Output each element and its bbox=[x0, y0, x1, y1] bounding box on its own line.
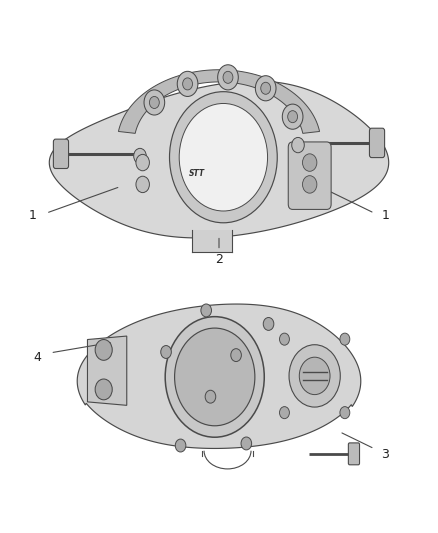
Polygon shape bbox=[77, 304, 361, 448]
Circle shape bbox=[263, 318, 274, 330]
Text: 1: 1 bbox=[29, 209, 37, 222]
Circle shape bbox=[340, 407, 350, 419]
Circle shape bbox=[165, 317, 264, 437]
Circle shape bbox=[183, 78, 193, 90]
Text: 3: 3 bbox=[381, 448, 389, 461]
Circle shape bbox=[231, 349, 241, 361]
Circle shape bbox=[288, 111, 297, 123]
Circle shape bbox=[303, 154, 317, 171]
Circle shape bbox=[136, 176, 149, 192]
Circle shape bbox=[205, 390, 216, 403]
Bar bbox=[192, 230, 232, 252]
Circle shape bbox=[179, 103, 268, 211]
Circle shape bbox=[177, 71, 198, 96]
Circle shape bbox=[149, 96, 159, 109]
Circle shape bbox=[175, 328, 255, 426]
Circle shape bbox=[136, 155, 149, 171]
Circle shape bbox=[161, 345, 171, 358]
Circle shape bbox=[292, 138, 304, 153]
Text: 4: 4 bbox=[33, 351, 41, 364]
Circle shape bbox=[175, 439, 186, 452]
FancyBboxPatch shape bbox=[288, 142, 331, 209]
Text: 1: 1 bbox=[381, 209, 389, 222]
Circle shape bbox=[170, 92, 277, 223]
Polygon shape bbox=[118, 70, 320, 133]
Circle shape bbox=[255, 76, 276, 101]
Circle shape bbox=[303, 176, 317, 193]
FancyBboxPatch shape bbox=[53, 139, 69, 168]
Circle shape bbox=[223, 71, 233, 83]
Circle shape bbox=[201, 304, 212, 317]
Circle shape bbox=[144, 90, 165, 115]
FancyBboxPatch shape bbox=[370, 128, 385, 158]
Circle shape bbox=[95, 340, 112, 360]
Circle shape bbox=[261, 82, 271, 94]
Circle shape bbox=[279, 333, 290, 345]
Text: 2: 2 bbox=[215, 253, 223, 266]
Circle shape bbox=[289, 345, 340, 407]
Circle shape bbox=[218, 65, 238, 90]
Circle shape bbox=[283, 104, 303, 129]
Circle shape bbox=[95, 379, 112, 400]
Text: STT: STT bbox=[188, 169, 205, 178]
Circle shape bbox=[299, 357, 330, 394]
Circle shape bbox=[279, 407, 290, 419]
Polygon shape bbox=[49, 81, 389, 238]
Circle shape bbox=[134, 148, 146, 164]
Circle shape bbox=[340, 333, 350, 345]
Polygon shape bbox=[88, 336, 127, 405]
Circle shape bbox=[241, 437, 251, 450]
FancyBboxPatch shape bbox=[348, 443, 360, 465]
